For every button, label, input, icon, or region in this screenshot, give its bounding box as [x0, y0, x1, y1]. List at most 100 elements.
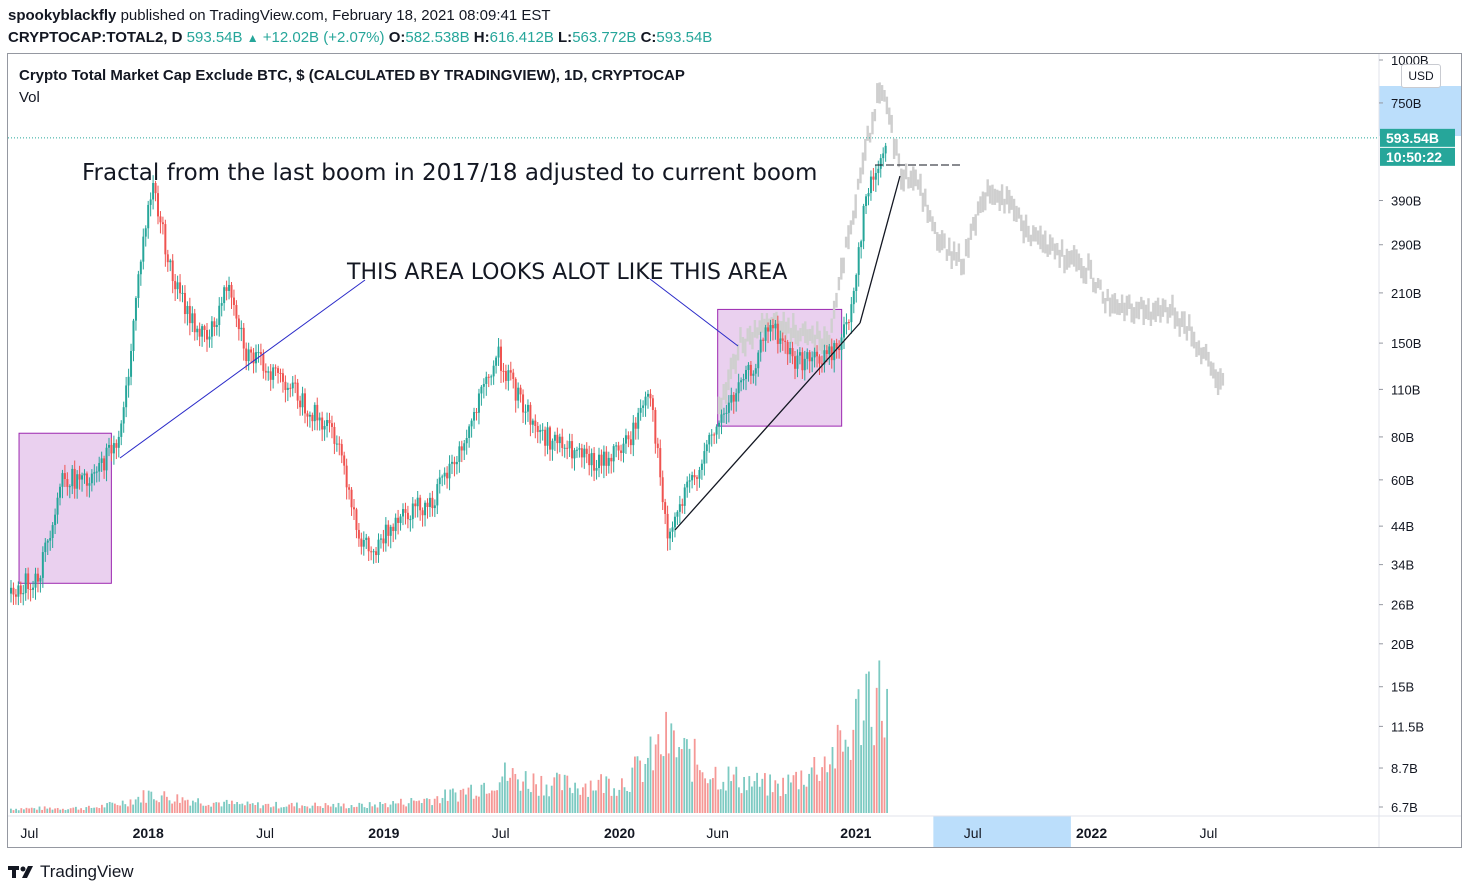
fractal-bar [1077, 253, 1081, 271]
trend-line-lower [674, 322, 861, 531]
candle-body [828, 346, 831, 354]
fractal-bar [1180, 311, 1184, 328]
volume-bar [25, 807, 28, 813]
fractal-bar [727, 369, 730, 391]
fractal-bar [722, 383, 725, 400]
volume-bar [782, 777, 784, 813]
volume-bar [361, 803, 363, 813]
candle-body [49, 537, 52, 541]
candle-body [328, 420, 331, 424]
candle-body [620, 450, 623, 453]
candle-body [443, 472, 446, 477]
volume-bar [15, 808, 17, 813]
fractal-bar [938, 234, 941, 253]
volume-bar [862, 720, 865, 813]
candle-body [409, 519, 412, 521]
fractal-bar [1032, 225, 1035, 242]
candle-body [355, 509, 358, 530]
volume-bar [779, 796, 782, 813]
volume-bar [699, 770, 701, 813]
fractal-bar [1000, 184, 1004, 206]
candle-body [806, 352, 809, 359]
volume-bar [886, 688, 888, 813]
fractal-bar [751, 331, 754, 350]
candle-body [852, 290, 855, 305]
volume-bar [836, 724, 839, 813]
candle-body [539, 429, 542, 433]
candle-body [514, 378, 517, 401]
candle-body [100, 458, 103, 463]
candle-body [333, 426, 336, 444]
candle-body [615, 445, 618, 447]
volume-bar [831, 747, 834, 813]
volume-bar [262, 805, 264, 813]
volume-bar [98, 808, 101, 813]
candle-body [764, 327, 767, 341]
x-tick-label: 2022 [1076, 825, 1107, 841]
candle-body [676, 511, 679, 517]
candle-body [855, 274, 858, 291]
fractal-bar [945, 249, 949, 261]
candle-body [438, 477, 441, 485]
candle-body [774, 323, 777, 329]
author-name[interactable]: spookyblackfly [8, 7, 117, 24]
candle-body [644, 396, 647, 406]
fractal-bar [984, 192, 987, 211]
volume-bar [160, 795, 163, 813]
footer-brand[interactable]: TradingView [8, 862, 134, 882]
fractal-bar [739, 327, 742, 343]
currency-button[interactable]: USD [1401, 64, 1441, 88]
fractal-bar [806, 329, 809, 346]
candle-body [436, 484, 439, 506]
candle-body [455, 461, 458, 465]
volume-bar [153, 799, 155, 813]
volume-bar [311, 805, 314, 813]
candle-body [164, 224, 167, 255]
volume-bar [485, 793, 488, 813]
candle-body [83, 473, 86, 476]
fractal-bar [1135, 301, 1138, 319]
fractal-bar [789, 327, 793, 344]
volume-bar [553, 777, 556, 813]
volume-bar [337, 802, 340, 813]
candle-body [203, 326, 206, 330]
fractal-bar [758, 320, 761, 335]
candle-body [473, 412, 476, 421]
candle-body [154, 182, 157, 194]
candle-body [323, 426, 326, 430]
low-value: 563.772B [572, 29, 637, 46]
fractal-bar [792, 313, 795, 339]
volume-bar [459, 789, 462, 813]
volume-bar [738, 787, 740, 813]
volume-bar [475, 795, 478, 813]
fractal-bar [1178, 318, 1181, 337]
volume-bar [574, 782, 576, 813]
fractal-bar [993, 188, 997, 205]
candle-body [54, 514, 57, 526]
volume-bar [602, 792, 605, 813]
volume-bar [743, 776, 745, 813]
candle-body [428, 497, 431, 507]
candle-body [710, 434, 713, 436]
fractal-bar [787, 317, 790, 334]
candle-body [808, 352, 811, 362]
volume-bar [129, 799, 132, 813]
candle-body [316, 404, 319, 421]
candle-body [796, 355, 799, 369]
volume-bar [465, 794, 467, 813]
volume-bar [719, 789, 722, 813]
volume-bar [75, 806, 77, 813]
candle-body [51, 525, 54, 538]
candle-body [531, 420, 534, 425]
candle-body [610, 457, 613, 462]
fractal-bar [883, 89, 886, 102]
candle-body [357, 529, 360, 539]
volume-bar [106, 803, 108, 813]
up-triangle-icon: ▲ [246, 31, 259, 45]
volume-bar [761, 778, 764, 813]
volume-bar [839, 730, 842, 813]
candle-body [250, 349, 253, 353]
fractal-bar [1149, 311, 1153, 326]
volume-bar [101, 804, 103, 813]
